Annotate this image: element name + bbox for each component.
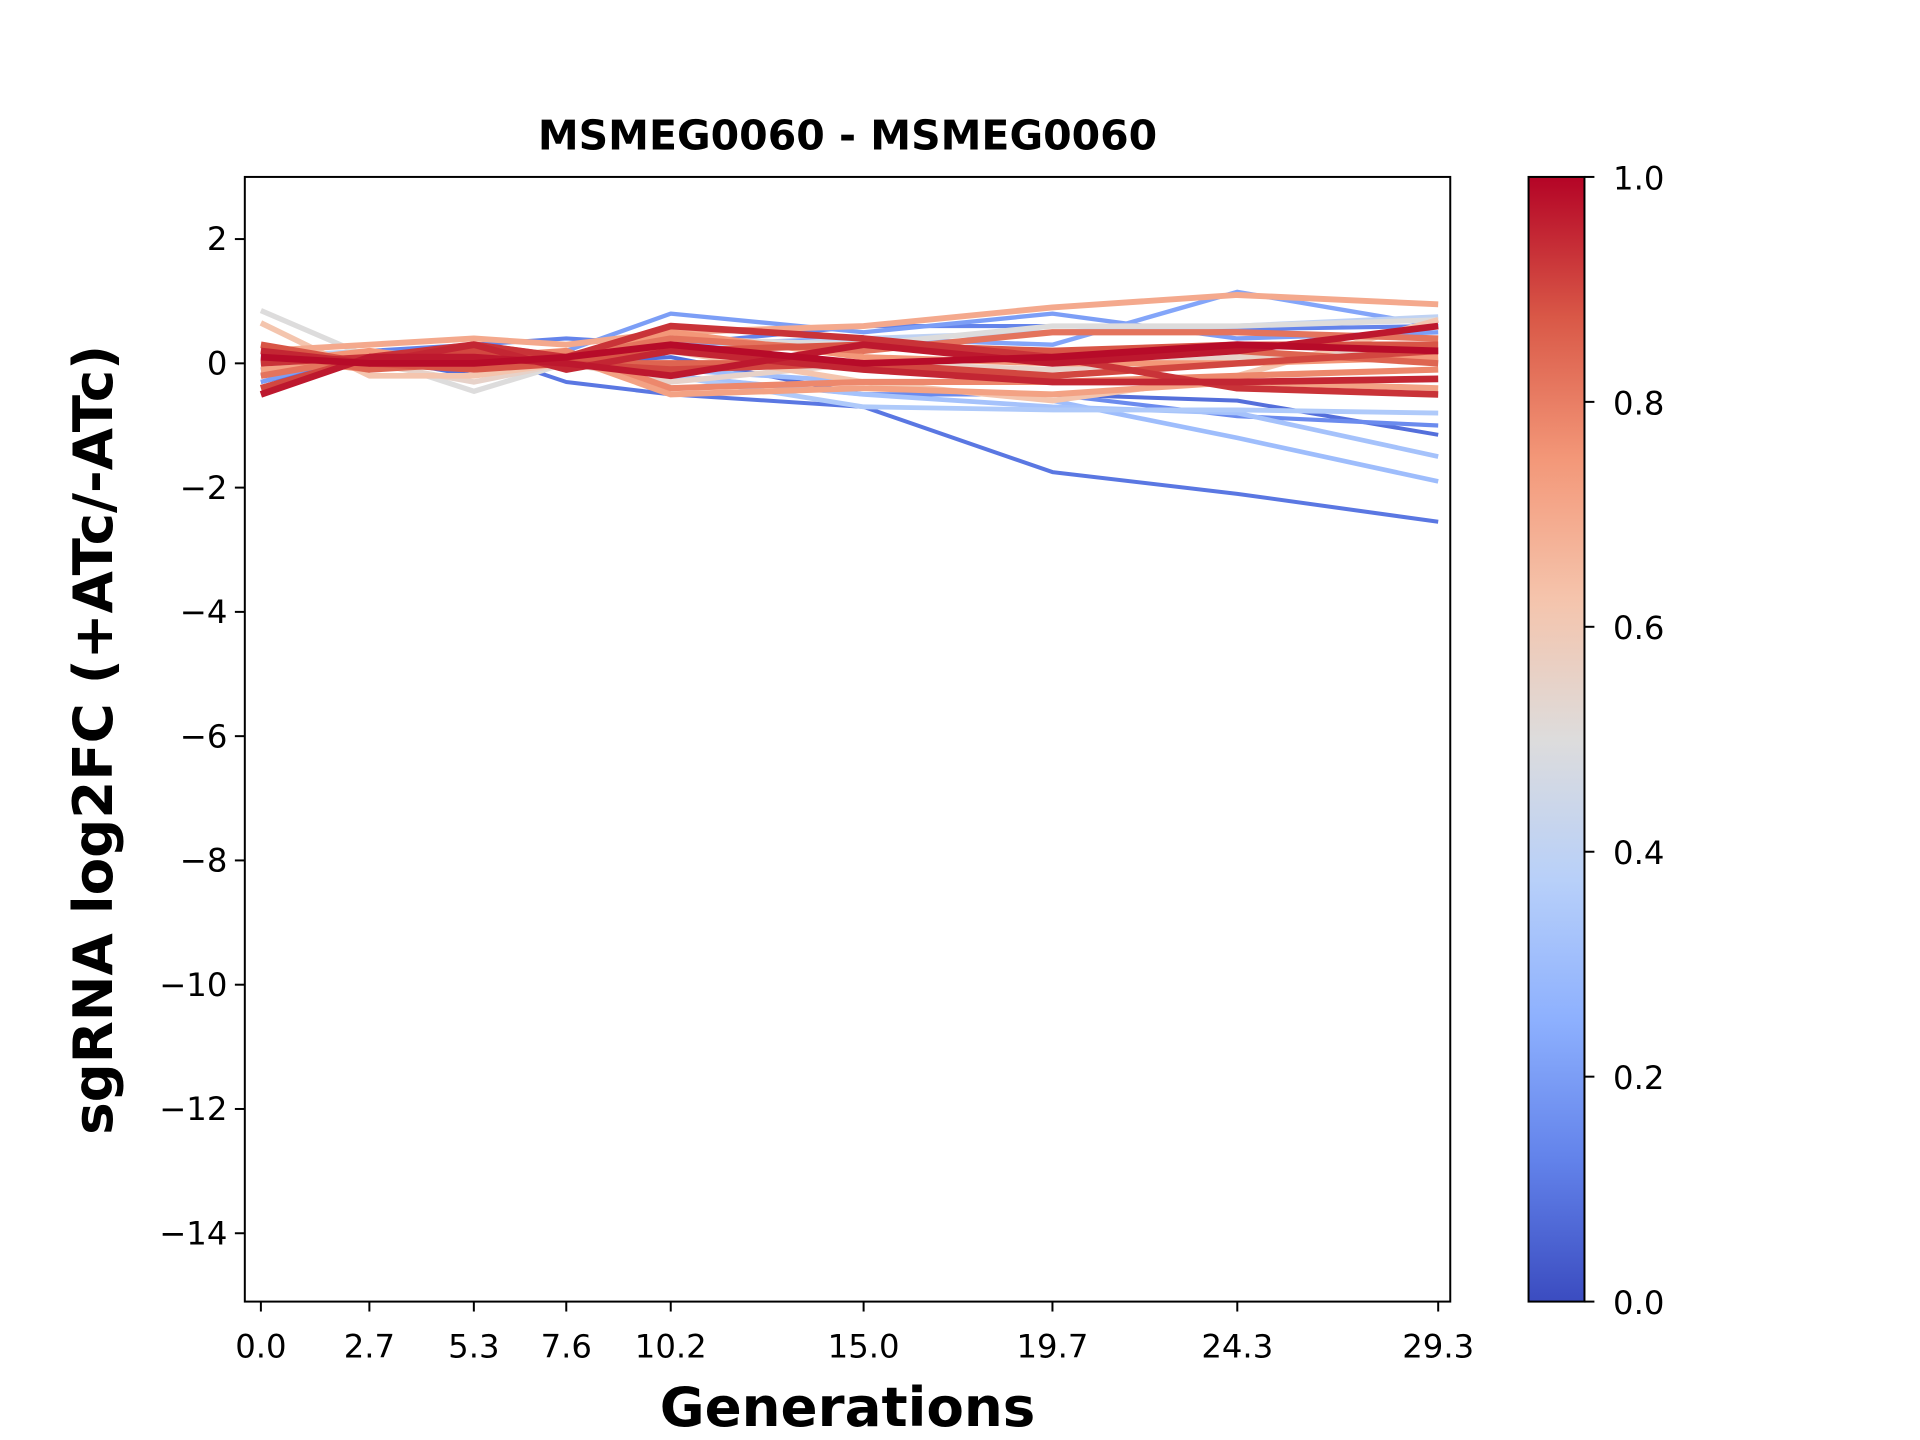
y-tick-label: −6 <box>180 717 228 755</box>
x-tick-label: 5.3 <box>448 1328 499 1366</box>
y-tick-label: 0 <box>207 345 228 383</box>
y-tick-label: −4 <box>180 593 228 631</box>
series-line-24 <box>260 341 1439 367</box>
series-line-21 <box>260 322 1439 398</box>
y-tick-label: −14 <box>159 1214 227 1252</box>
colorbar-tick-label: 0.8 <box>1613 384 1664 422</box>
x-tick-label: 2.7 <box>344 1328 395 1366</box>
x-tick-label: 7.6 <box>541 1328 592 1366</box>
y-tick-label: −12 <box>159 1090 227 1128</box>
colorbar-tick-label: 1.0 <box>1613 159 1664 197</box>
colorbar-tick-label: 0.6 <box>1613 609 1664 647</box>
colorbar-tick-label: 0.2 <box>1613 1059 1664 1097</box>
y-tick-label: −2 <box>180 469 228 507</box>
colorbar-tick-label: 0.4 <box>1613 834 1664 872</box>
chart-title: MSMEG0060 - MSMEG0060 <box>538 112 1157 160</box>
y-axis-label: sgRNA log2FC (+ATc/-ATc) <box>61 345 125 1135</box>
x-tick-label: 24.3 <box>1201 1328 1273 1366</box>
x-tick-label: 10.2 <box>635 1328 707 1366</box>
series-lines <box>259 289 1439 524</box>
y-tick-label: −8 <box>180 842 228 880</box>
colorbar-tick-label: 0.0 <box>1613 1284 1664 1322</box>
x-axis: 0.0 2.7 5.3 7.6 10.2 15.0 19.7 24.3 29.3 <box>235 1301 1474 1366</box>
colorbar-ticks: 0.0 0.2 0.4 0.6 0.8 1.0 <box>1584 159 1664 1322</box>
x-tick-label: 15.0 <box>828 1328 900 1366</box>
y-tick-label: 2 <box>207 220 228 258</box>
series-line-23 <box>259 322 1439 398</box>
y-axis: 2 0 −2 −4 −6 −8 −10 −12 −14 <box>159 220 245 1252</box>
x-axis-label: Generations <box>660 1375 1036 1439</box>
colorbar <box>1527 175 1586 1303</box>
x-tick-label: 29.3 <box>1402 1328 1474 1366</box>
y-tick-label: −10 <box>159 966 227 1004</box>
x-tick-label: 19.7 <box>1016 1328 1088 1366</box>
plot-frame <box>243 175 1452 1303</box>
x-tick-label: 0.0 <box>235 1328 286 1366</box>
